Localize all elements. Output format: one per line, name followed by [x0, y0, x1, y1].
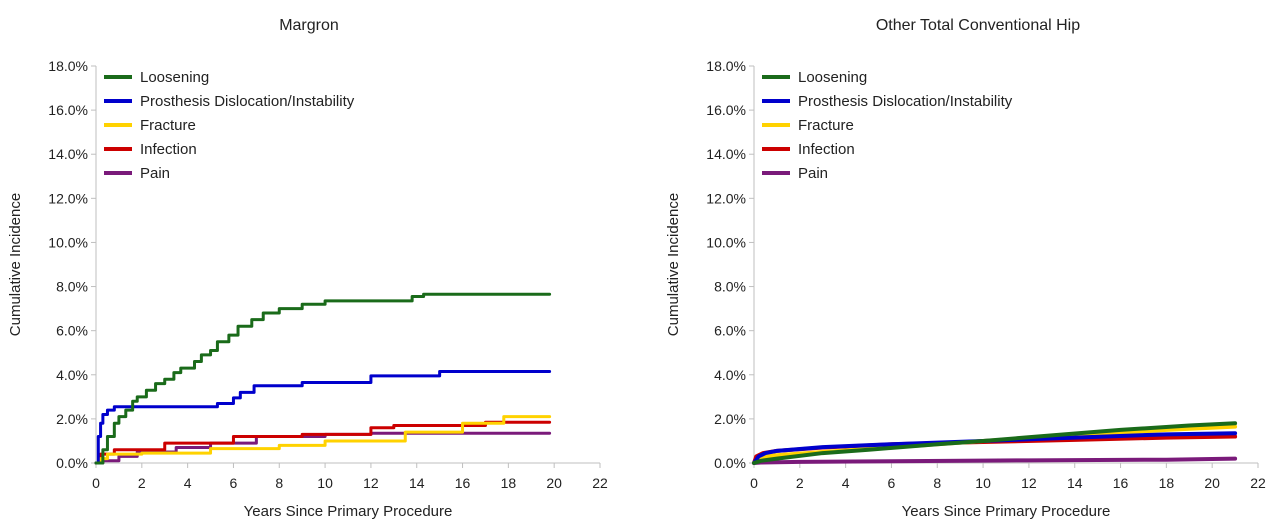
y-tick-label: 16.0%: [706, 102, 746, 118]
series-line-prosthesis-dislocation-instability: [94, 369, 552, 465]
y-tick-label: 18.0%: [48, 58, 88, 74]
series-line-fracture: [94, 415, 552, 465]
legend-label: Pain: [798, 165, 828, 182]
x-tick-label: 18: [501, 475, 517, 491]
y-tick-label: 10.0%: [706, 234, 746, 250]
y-tick-label: 12.0%: [706, 190, 746, 206]
y-axis-label: Cumulative Incidence: [7, 193, 24, 336]
y-tick-label: 4.0%: [56, 367, 88, 383]
x-tick-label: 2: [138, 475, 146, 491]
series-line-pain: [752, 456, 1238, 465]
chart-panel-1: Margron 0.0% 2.0% 4.0% 6.0% 8.0% 10.0% 12.0% 14.…: [7, 17, 608, 520]
legend-label: Pain: [140, 165, 170, 182]
x-axis-label: Years Since Primary Procedure: [902, 503, 1111, 520]
legend-label: Fracture: [798, 117, 854, 134]
legend-label: Prosthesis Dislocation/Instability: [798, 93, 1013, 110]
x-tick-label: 18: [1159, 475, 1175, 491]
series-line-infection: [94, 420, 552, 465]
y-tick-label: 8.0%: [56, 279, 88, 295]
x-tick-label: 22: [1250, 475, 1266, 491]
x-tick-label: 22: [592, 475, 608, 491]
x-tick-label: 20: [546, 475, 562, 491]
y-tick-label: 16.0%: [48, 102, 88, 118]
y-tick-label: 14.0%: [48, 146, 88, 162]
y-tick-label: 2.0%: [714, 411, 746, 427]
x-tick-label: 6: [230, 475, 238, 491]
x-tick-label: 4: [842, 475, 850, 491]
legend-label: Prosthesis Dislocation/Instability: [140, 93, 355, 110]
x-tick-label: 10: [317, 475, 333, 491]
y-tick-label: 4.0%: [714, 367, 746, 383]
y-tick-label: 2.0%: [56, 411, 88, 427]
y-tick-label: 6.0%: [56, 323, 88, 339]
x-tick-label: 14: [1067, 475, 1083, 491]
x-tick-label: 16: [455, 475, 471, 491]
y-tick-label: 6.0%: [714, 323, 746, 339]
legend-label: Loosening: [140, 69, 209, 86]
series-line-loosening: [752, 421, 1238, 465]
series-line-prosthesis-dislocation-instability: [752, 431, 1238, 465]
x-tick-label: 0: [750, 475, 758, 491]
chart-panel-2: Other Total Conventional Hip 0.0% 2.0% 4.0%…: [665, 17, 1266, 520]
legend-label: Fracture: [140, 117, 196, 134]
legend-label: Loosening: [798, 69, 867, 86]
x-tick-label: 16: [1113, 475, 1129, 491]
y-axis-label: Cumulative Incidence: [665, 193, 682, 336]
legend-label: Infection: [798, 141, 855, 158]
chart-title: Other Total Conventional Hip: [876, 17, 1080, 34]
y-tick-label: 10.0%: [48, 234, 88, 250]
x-tick-label: 14: [409, 475, 425, 491]
series-line-fracture: [752, 424, 1238, 465]
y-tick-label: 0.0%: [56, 455, 88, 471]
y-tick-label: 0.0%: [714, 455, 746, 471]
x-tick-label: 20: [1204, 475, 1220, 491]
x-tick-label: 8: [933, 475, 941, 491]
legend-label: Infection: [140, 141, 197, 158]
chart-title: Margron: [279, 17, 339, 34]
x-tick-label: 12: [1021, 475, 1037, 491]
legend: Loosening Prosthesis Dislocation/Instabil…: [104, 69, 355, 182]
x-tick-label: 6: [888, 475, 896, 491]
legend: Loosening Prosthesis Dislocation/Instabil…: [762, 69, 1013, 182]
x-tick-label: 10: [975, 475, 991, 491]
x-tick-label: 0: [92, 475, 100, 491]
y-tick-label: 14.0%: [706, 146, 746, 162]
y-tick-label: 12.0%: [48, 190, 88, 206]
y-tick-label: 18.0%: [706, 58, 746, 74]
y-tick-label: 8.0%: [714, 279, 746, 295]
x-tick-label: 4: [184, 475, 192, 491]
x-tick-label: 8: [275, 475, 283, 491]
x-tick-label: 12: [363, 475, 379, 491]
series-line-loosening: [94, 292, 552, 465]
x-tick-label: 2: [796, 475, 804, 491]
x-axis-label: Years Since Primary Procedure: [244, 503, 453, 520]
